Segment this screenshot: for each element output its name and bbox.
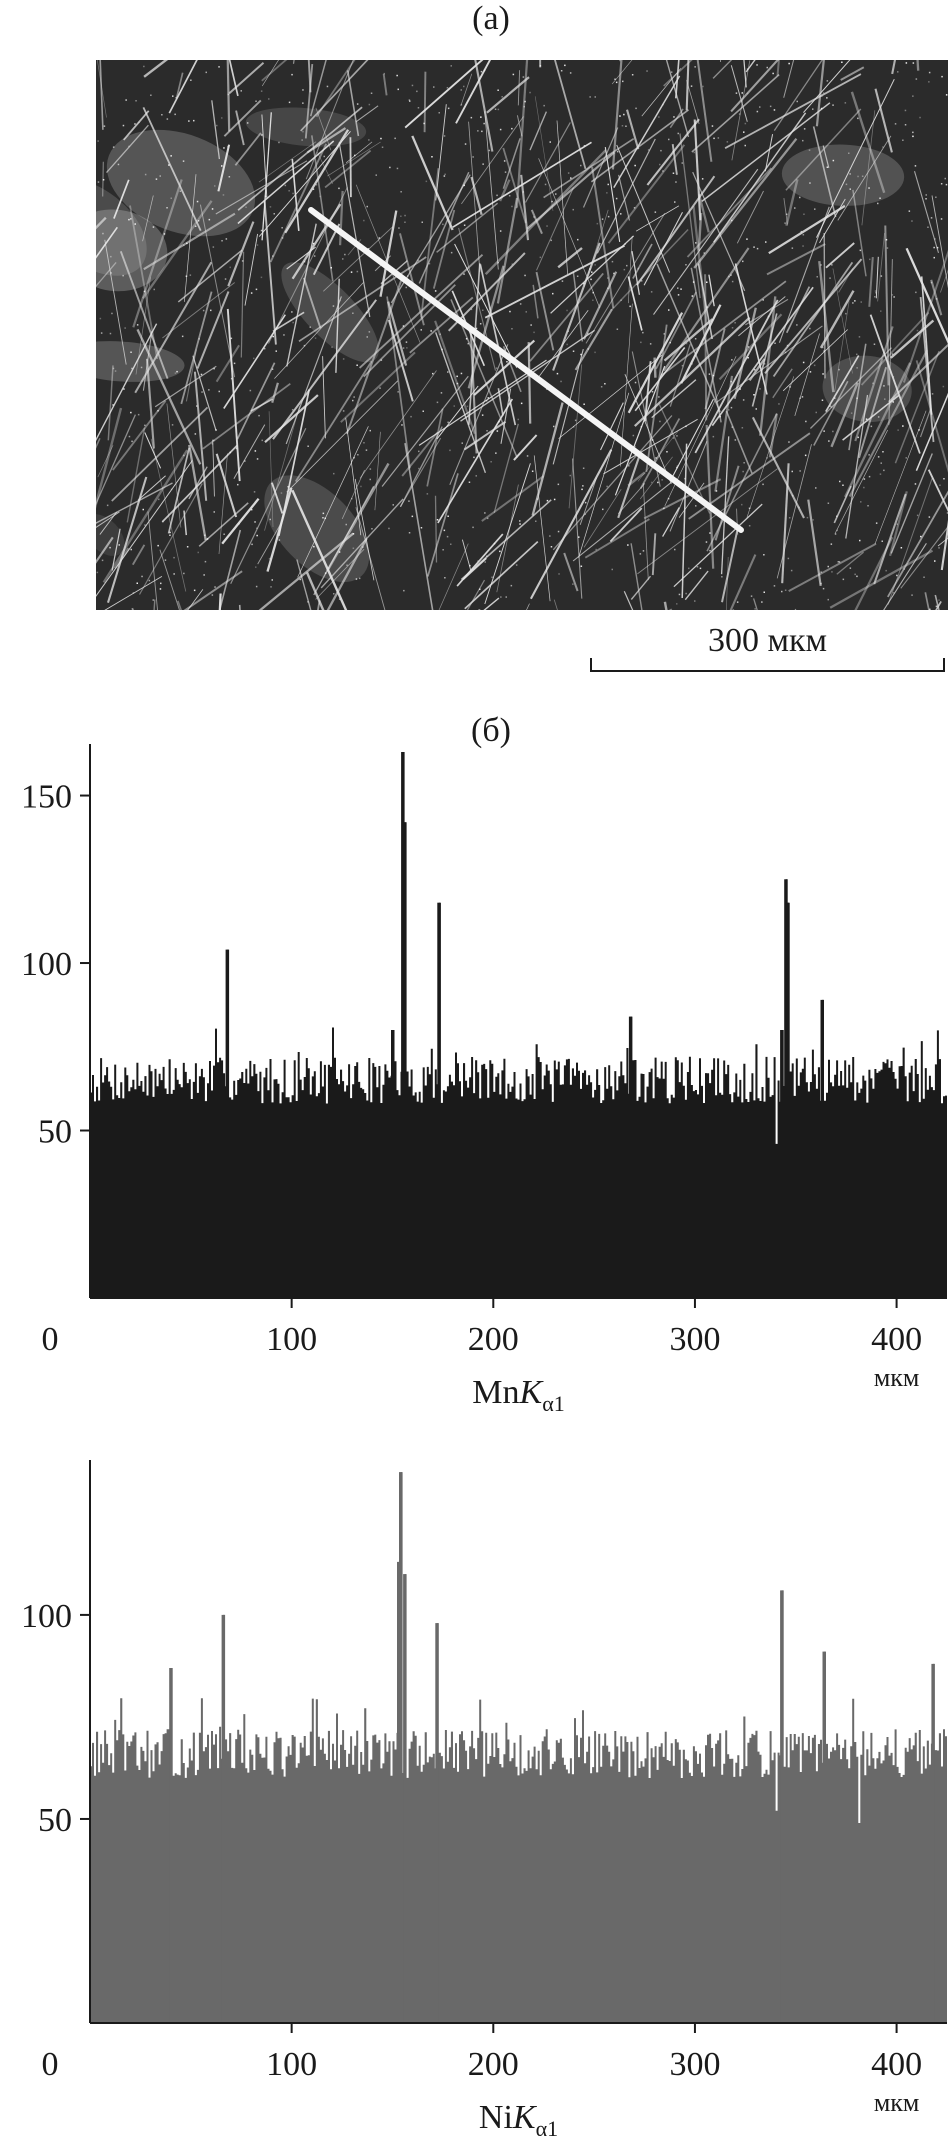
mn-peak-bar (401, 752, 405, 1298)
micrograph-patch (96, 341, 185, 382)
mn-peak-bar (437, 902, 441, 1298)
ni-kalpha-chart: 50 100 0 100 200 300 400 NiKα1 мкм (21, 1460, 947, 2141)
mn-ytick-label: 100 (21, 946, 72, 983)
mn-xlabel-element: Mn (472, 1374, 519, 1411)
ni-xtick-label: 300 (669, 2046, 720, 2083)
scale-bar-tick-right (943, 658, 945, 672)
micrograph-image (96, 60, 948, 610)
ni-ytick-label: 50 (38, 1802, 72, 1839)
ni-xlabel-element: Ni (479, 2099, 513, 2136)
ni-peak-bar (399, 1472, 402, 2023)
ni-peak-bar (169, 1668, 173, 2023)
ni-peak-bar (221, 1614, 225, 2023)
mn-peak-bar (820, 999, 824, 1298)
scale-bar-line (590, 670, 945, 672)
mn-xtick-label: 100 (266, 1321, 317, 1358)
mn-xtick-label: 300 (669, 1321, 720, 1358)
mn-xlabel-sub: α1 (542, 1391, 565, 1416)
micrograph-patch (781, 144, 905, 206)
scale-bar-label: 300 мкм (707, 622, 828, 659)
ni-xunit: мкм (874, 2088, 920, 2117)
mn-peak-bar (225, 949, 229, 1298)
ni-ytick-label: 100 (21, 1598, 72, 1635)
mn-xtick-label: 200 (468, 1321, 519, 1358)
ni-xtick-label: 100 (266, 2046, 317, 2083)
panel-label-b: (б) (471, 712, 511, 749)
micrograph-patch (96, 209, 168, 292)
mn-axes: 50 100 150 0 100 200 300 400 (21, 744, 947, 1358)
ni-signal-area (90, 1472, 947, 2023)
mn-ytick-label: 150 (21, 779, 72, 816)
ni-peak-bar (397, 1561, 400, 2023)
mn-peak-bar (784, 879, 788, 1298)
ni-peak-bar (435, 1623, 439, 2023)
ni-peak-bar (403, 1574, 407, 2023)
mn-bars (90, 752, 947, 1298)
mn-peak-bar (628, 1016, 632, 1298)
ni-peak-bar (822, 1651, 826, 2023)
mn-xtick-label: 400 (871, 1321, 922, 1358)
micrograph-patch (96, 514, 125, 556)
micrograph-speckles (96, 61, 948, 610)
ni-bars (90, 1472, 947, 2023)
panel-label-a: (а) (472, 0, 510, 37)
mn-xunit: мкм (874, 1363, 920, 1392)
mn-xlabel: MnKα1 (472, 1374, 564, 1416)
ni-peak-bar (931, 1663, 935, 2023)
scale-bar: 300 мкм (590, 622, 945, 672)
ni-xlabel-sub: α1 (536, 2116, 559, 2141)
ni-xtick-label: 400 (871, 2046, 922, 2083)
mn-peak-bar (403, 822, 407, 1298)
mn-xtick-label: 0 (42, 1321, 59, 1358)
micrograph-background (96, 60, 948, 610)
mn-signal-area (90, 752, 947, 1298)
micrograph-scratches (96, 60, 948, 610)
mn-ytick-label: 50 (38, 1114, 72, 1151)
mn-peak-bar (780, 1030, 784, 1298)
ni-peak-bar (780, 1590, 784, 2023)
mn-peak-bar (391, 1030, 394, 1298)
ni-xtick-label: 200 (468, 2046, 519, 2083)
micrograph-patch (281, 262, 379, 363)
mn-kalpha-chart: 50 100 150 0 100 200 300 400 MnKα1 мкм (21, 744, 947, 1416)
ni-xlabel: NiKα1 (479, 2099, 558, 2141)
ni-xtick-label: 0 (42, 2046, 59, 2083)
micrograph-patch (106, 129, 256, 237)
micrograph-patch (264, 475, 370, 583)
scale-bar-tick-left (590, 658, 592, 672)
ni-axes: 50 100 0 100 200 300 400 (21, 1460, 947, 2083)
mn-peak-bar (786, 902, 790, 1298)
scan-track-line (308, 207, 744, 533)
